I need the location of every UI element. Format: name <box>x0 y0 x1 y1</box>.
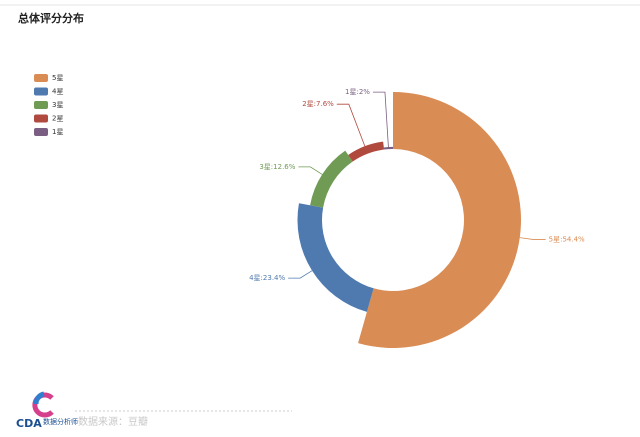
pie-slice <box>348 141 385 162</box>
logo-text: CDA <box>16 417 42 430</box>
logo-subtitle: 数据分析师 <box>43 417 78 426</box>
legend-swatch <box>34 114 48 123</box>
logo: CDA 数据分析师 <box>16 391 78 430</box>
chart-title: 总体评分分布 <box>18 11 84 25</box>
data-label: 1星:2% <box>345 88 370 96</box>
leader-line <box>288 270 313 279</box>
legend-label: 3星 <box>52 101 63 109</box>
legend-swatch <box>34 87 48 96</box>
data-label: 3星:12.6% <box>259 163 295 171</box>
data-label: 5星:54.4% <box>549 236 585 244</box>
leader-line <box>519 237 546 240</box>
legend-label: 4星 <box>52 88 63 96</box>
legend-label: 2星 <box>52 115 63 123</box>
logo-ring <box>33 391 45 405</box>
leader-line <box>372 91 389 148</box>
pie-slice <box>383 146 393 150</box>
pie-slice <box>358 92 521 349</box>
pie-slice <box>297 203 374 312</box>
legend-swatch <box>34 101 48 109</box>
source-note: 数据来源：豆瓣 <box>78 415 148 428</box>
leader-line <box>298 166 323 175</box>
logo-ring <box>32 392 54 418</box>
pie-slice <box>310 150 353 208</box>
legend-swatch <box>34 128 48 136</box>
legend-swatch <box>34 74 48 82</box>
data-label: 4星:23.4% <box>249 274 285 282</box>
legend-label: 1星 <box>52 128 63 136</box>
leader-line <box>336 103 366 147</box>
data-label: 2星:7.6% <box>302 100 334 108</box>
legend-label: 5星 <box>52 74 63 82</box>
